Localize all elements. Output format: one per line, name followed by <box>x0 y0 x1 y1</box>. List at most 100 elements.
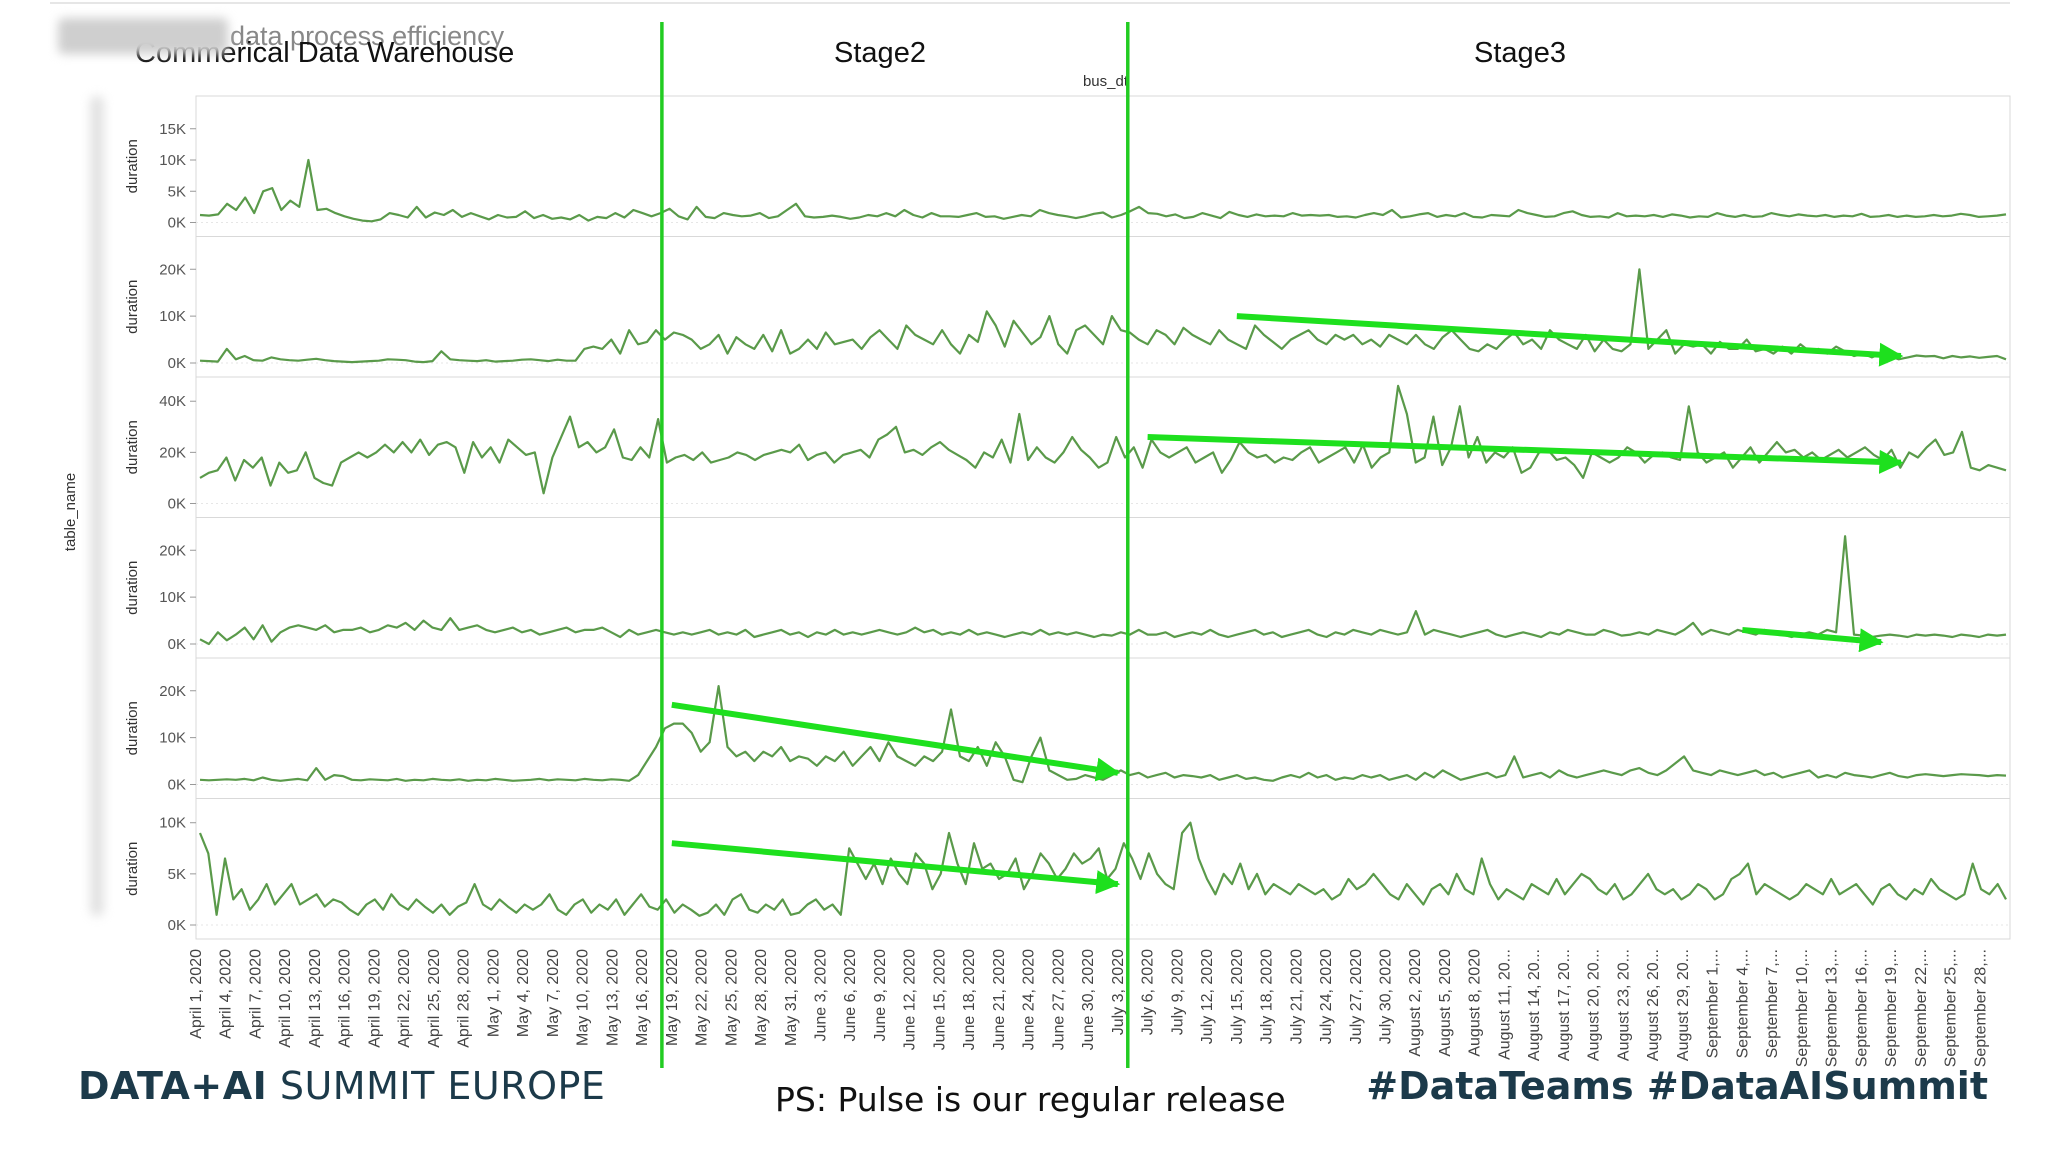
panel-frame <box>195 376 2011 518</box>
x-tick-label: June 18, 2020 <box>961 949 978 1051</box>
x-tick-label: August 20, 20... <box>1586 949 1603 1061</box>
x-tick-label: May 7, 2020 <box>545 949 562 1037</box>
x-tick-label: July 27, 2020 <box>1348 949 1365 1044</box>
x-tick-label: April 28, 2020 <box>456 949 473 1048</box>
stage-title-2: Stage2 <box>834 37 926 69</box>
x-tick-label: September 10,... <box>1794 949 1811 1067</box>
x-tick-label: July 30, 2020 <box>1378 949 1395 1044</box>
x-tick-label: June 9, 2020 <box>872 949 889 1042</box>
y-tick-label: 0K <box>168 215 186 232</box>
x-tick-label: September 4,... <box>1734 949 1751 1058</box>
panel-3: 0K 20K 40K duration <box>124 376 2011 518</box>
x-tick-label: April 10, 2020 <box>277 949 294 1048</box>
y-tick-label: 10K <box>159 152 186 169</box>
y-tick-label: 10K <box>159 815 186 832</box>
hashtags: #DataTeams #DataAISummit <box>1366 1064 1988 1108</box>
y-tick-label: 10K <box>159 308 186 325</box>
x-tick-label: September 13,... <box>1824 949 1841 1067</box>
x-tick-label: May 28, 2020 <box>753 949 770 1046</box>
x-tick-label: May 4, 2020 <box>515 949 532 1037</box>
x-tick-label: May 10, 2020 <box>575 949 592 1046</box>
x-tick-label: April 19, 2020 <box>366 949 383 1048</box>
x-tick-label: June 27, 2020 <box>1050 949 1067 1051</box>
panel-frame <box>195 657 2011 799</box>
x-tick-label: April 16, 2020 <box>337 949 354 1048</box>
blurred-logo <box>58 18 228 54</box>
x-tick-label: June 6, 2020 <box>842 949 859 1042</box>
brand-logo: DATA+AI SUMMIT EUROPE <box>78 1064 606 1108</box>
x-tick-label: June 21, 2020 <box>991 949 1008 1051</box>
x-tick-label: September 7,... <box>1764 949 1781 1058</box>
series-line <box>198 821 2007 917</box>
x-tick-label: April 13, 2020 <box>307 949 324 1048</box>
x-tick-label: August 23, 20... <box>1615 949 1632 1061</box>
small-title: data process efficiency <box>230 21 505 51</box>
series-line <box>199 384 2007 495</box>
footer-note: PS: Pulse is our regular release <box>775 1080 1286 1119</box>
y-tick-label: 0K <box>168 636 186 653</box>
x-tick-label: July 24, 2020 <box>1318 949 1335 1044</box>
y-axis-label: duration <box>124 139 141 193</box>
trend-arrow <box>1236 313 1904 367</box>
x-tick-label: June 30, 2020 <box>1080 949 1097 1051</box>
x-tick-label: August 2, 2020 <box>1407 949 1424 1057</box>
x-tick-label: August 17, 20... <box>1556 949 1573 1061</box>
y-tick-label: 10K <box>159 730 186 747</box>
y-axis-label: duration <box>124 701 141 755</box>
panel-frame <box>195 236 2011 378</box>
x-tick-label: May 1, 2020 <box>485 949 502 1037</box>
y-tick-label: 20K <box>159 261 186 278</box>
y-tick-label: 20K <box>159 542 186 559</box>
x-tick-label: August 11, 20... <box>1497 949 1514 1060</box>
panel-5: 0K 10K 20K duration <box>124 657 2011 799</box>
x-tick-label: August 5, 2020 <box>1437 949 1454 1057</box>
y-axis-label: duration <box>124 280 141 334</box>
x-tick-label: May 16, 2020 <box>634 949 651 1046</box>
y-tick-label: 0K <box>168 355 186 372</box>
panel-2: 0K 10K 20K duration <box>124 236 2011 378</box>
x-tick-label: July 6, 2020 <box>1140 949 1157 1035</box>
x-tick-label: April 4, 2020 <box>218 949 235 1039</box>
panel-frame <box>195 517 2011 659</box>
y-tick-label: 20K <box>159 683 186 700</box>
column-field-label: bus_dt <box>1083 73 1129 90</box>
x-tick-label: July 12, 2020 <box>1199 949 1216 1044</box>
x-tick-label: August 26, 20... <box>1645 949 1662 1061</box>
x-tick-label: April 7, 2020 <box>248 949 265 1039</box>
trend-arrow <box>671 840 1121 895</box>
x-tick-label: July 18, 2020 <box>1259 949 1276 1044</box>
trend-arrow <box>671 701 1121 782</box>
x-tick-label: September 25,... <box>1943 949 1960 1067</box>
x-tick-label: May 25, 2020 <box>723 949 740 1046</box>
x-tick-label: July 9, 2020 <box>1169 949 1186 1035</box>
x-tick-label: September 22,... <box>1913 949 1930 1067</box>
y-tick-label: 15K <box>159 121 186 138</box>
x-tick-label: April 22, 2020 <box>396 949 413 1048</box>
y-tick-label: 0K <box>168 777 186 794</box>
x-tick-label: June 3, 2020 <box>813 949 830 1042</box>
y-tick-label: 20K <box>159 444 186 461</box>
x-tick-label: July 15, 2020 <box>1229 949 1246 1044</box>
y-axis-label: duration <box>124 420 141 474</box>
x-tick-label: August 29, 20... <box>1675 949 1692 1061</box>
row-axis-label: table_name <box>62 473 79 551</box>
x-tick-label: May 22, 2020 <box>694 949 711 1046</box>
y-tick-label: 5K <box>168 866 186 883</box>
y-tick-label: 0K <box>168 917 186 934</box>
series-line <box>199 535 2007 646</box>
y-axis-label: duration <box>124 842 141 896</box>
x-tick-label: May 13, 2020 <box>604 949 621 1046</box>
y-tick-label: 40K <box>159 393 186 410</box>
trend-arrow <box>1742 626 1884 653</box>
series-line <box>199 158 2007 223</box>
x-tick-label: June 12, 2020 <box>902 949 919 1051</box>
series-line <box>199 268 2007 364</box>
x-tick-label: July 21, 2020 <box>1288 949 1305 1044</box>
x-tick-label: September 28,... <box>1972 949 1989 1067</box>
blurred-table-labels <box>90 96 104 916</box>
x-tick-label: July 3, 2020 <box>1110 949 1127 1035</box>
x-tick-label: May 19, 2020 <box>664 949 681 1046</box>
y-tick-label: 10K <box>159 589 186 606</box>
x-tick-label: May 31, 2020 <box>783 949 800 1046</box>
